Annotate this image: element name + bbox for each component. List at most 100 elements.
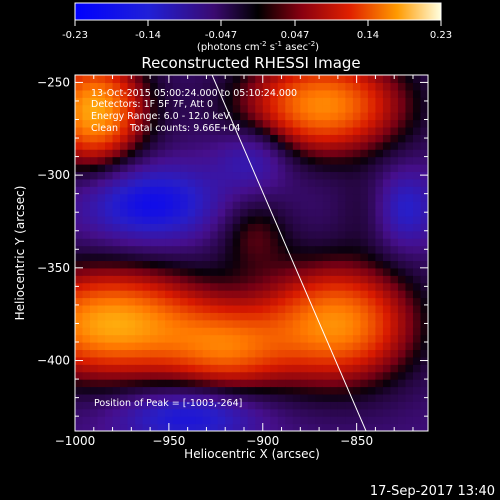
- heatmap-cell: [322, 312, 331, 321]
- heatmap-cell: [382, 104, 392, 113]
- heatmap-cell: [247, 290, 256, 299]
- heatmap-cell: [217, 178, 226, 187]
- heatmap-cell: [390, 134, 399, 143]
- heatmap-cell: [360, 386, 369, 395]
- heatmap-cell: [225, 193, 234, 202]
- heatmap-cell: [382, 82, 392, 91]
- heatmap-cell: [195, 408, 204, 417]
- heatmap-cell: [382, 364, 392, 373]
- heatmap-cell: [270, 408, 279, 417]
- heatmap-cell: [247, 186, 256, 195]
- heatmap-cell: [247, 104, 256, 113]
- heatmap-cell: [397, 423, 407, 431]
- heatmap-cell: [120, 282, 129, 291]
- heatmap-cell: [232, 171, 241, 180]
- heatmap-cell: [307, 89, 316, 98]
- heatmap-cell: [352, 112, 361, 121]
- heatmap-cell: [345, 334, 354, 343]
- heatmap-cell: [300, 297, 309, 306]
- heatmap-cell: [277, 297, 286, 306]
- heatmap-cell: [360, 193, 369, 202]
- heatmap-cell: [405, 134, 414, 143]
- heatmap-cell: [360, 215, 369, 224]
- heatmap-cell: [375, 253, 384, 262]
- heatmap-cell: [90, 334, 99, 343]
- heatmap-cell: [322, 149, 331, 158]
- heatmap-cell: [270, 141, 279, 150]
- heatmap-cell: [352, 342, 361, 351]
- heatmap-cell: [375, 112, 384, 121]
- heatmap-cell: [135, 230, 144, 239]
- heatmap-cell: [420, 408, 428, 417]
- heatmap-cell: [330, 275, 339, 284]
- heatmap-cell: [112, 119, 121, 128]
- heatmap-cell: [412, 356, 422, 365]
- detectors-text: Detectors: 1F 5F 7F, Att 0: [91, 99, 213, 110]
- heatmap-cell: [315, 208, 324, 217]
- heatmap-cell: [187, 245, 196, 254]
- heatmap-cell: [315, 327, 324, 336]
- heatmap-cell: [202, 178, 211, 187]
- heatmap-cell: [240, 416, 249, 425]
- heatmap-cell: [375, 97, 384, 106]
- heatmap-cell: [247, 141, 256, 150]
- heatmap-cell: [90, 201, 99, 210]
- heatmap-cell: [345, 112, 354, 121]
- heatmap-cell: [202, 171, 211, 180]
- time-range-text: 13-Oct-2015 05:00:24.000 to 05:10:24.000: [91, 88, 297, 99]
- heatmap-cell: [300, 89, 309, 98]
- heatmap-cell: [375, 297, 384, 306]
- heatmap-cell: [277, 141, 286, 150]
- heatmap-cell: [90, 215, 99, 224]
- heatmap-cell: [337, 312, 346, 321]
- heatmap-cell: [315, 356, 324, 365]
- heatmap-cell: [105, 164, 114, 173]
- heatmap-cell: [135, 290, 144, 299]
- heatmap-cell: [405, 89, 414, 98]
- heatmap-cell: [255, 112, 264, 121]
- heatmap-cell: [157, 349, 166, 358]
- heatmap-cell: [360, 379, 369, 388]
- heatmap-cell: [150, 178, 159, 187]
- heatmap-cell: [300, 112, 309, 121]
- heatmap-cell: [375, 186, 384, 195]
- solar-limb-line: [211, 75, 367, 431]
- heatmap-cell: [247, 82, 256, 91]
- heatmap-cell: [382, 282, 392, 291]
- heatmap-cell: [217, 104, 226, 113]
- heatmap-cell: [375, 164, 384, 173]
- heatmap-cell: [397, 223, 407, 232]
- heatmap-cell: [90, 297, 99, 306]
- heatmap-cell: [247, 126, 256, 135]
- heatmap-cell: [90, 97, 99, 106]
- heatmap-cell: [360, 312, 369, 321]
- heatmap-cell: [187, 178, 196, 187]
- heatmap-cell: [75, 126, 84, 135]
- heatmap-cell: [307, 319, 316, 328]
- heatmap-cell: [97, 253, 106, 262]
- heatmap-cell: [375, 149, 384, 158]
- heatmap-cell: [105, 186, 114, 195]
- heatmap-cell: [300, 223, 309, 232]
- heatmap-cell: [195, 349, 204, 358]
- heatmap-cell: [367, 371, 377, 380]
- heatmap-cell: [127, 201, 136, 210]
- heatmap-cell: [187, 141, 196, 150]
- heatmap-cell: [262, 267, 271, 276]
- heatmap-cell: [345, 327, 354, 336]
- heatmap-cell: [375, 126, 384, 135]
- heatmap-cell: [157, 193, 166, 202]
- heatmap-cell: [202, 119, 211, 128]
- heatmap-cell: [232, 164, 241, 173]
- heatmap-cell: [120, 82, 129, 91]
- heatmap-cell: [195, 379, 204, 388]
- heatmap-cell: [315, 112, 324, 121]
- heatmap-cell: [322, 408, 331, 417]
- heatmap-cell: [217, 349, 226, 358]
- heatmap-cell: [337, 104, 346, 113]
- heatmap-cell: [217, 97, 226, 106]
- heatmap-cell: [405, 349, 414, 358]
- heatmap-cell: [180, 349, 189, 358]
- heatmap-cell: [112, 89, 121, 98]
- heatmap-cell: [195, 112, 204, 121]
